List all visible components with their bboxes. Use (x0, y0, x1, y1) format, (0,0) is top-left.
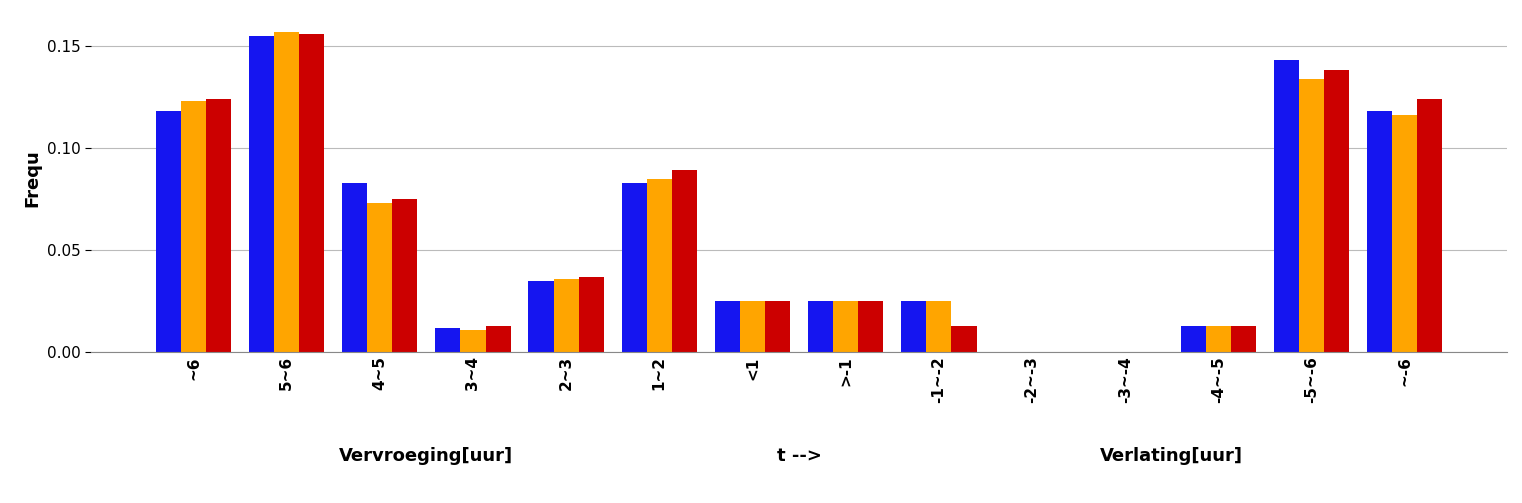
Bar (901, 301, 927, 352)
Bar (951, 325, 977, 352)
Bar (833, 301, 858, 352)
Bar (766, 301, 790, 352)
Bar (858, 301, 883, 352)
Bar (927, 301, 951, 352)
Bar (1367, 111, 1393, 352)
Bar (155, 111, 181, 352)
Bar (1324, 70, 1350, 352)
Bar (647, 179, 671, 352)
Bar (1393, 115, 1417, 352)
Bar (1231, 325, 1256, 352)
Bar (621, 183, 647, 352)
Bar (740, 301, 766, 352)
Bar (342, 183, 367, 352)
Bar (274, 32, 300, 352)
Bar (554, 279, 578, 352)
Bar (205, 99, 231, 352)
Bar (435, 327, 460, 352)
Bar (671, 171, 697, 352)
Text: Vervroeging[uur]: Vervroeging[uur] (339, 447, 513, 465)
Bar (528, 281, 554, 352)
Bar (367, 203, 393, 352)
Bar (808, 301, 833, 352)
Bar (248, 36, 274, 352)
Text: Verlating[uur]: Verlating[uur] (1100, 447, 1243, 465)
Bar (1298, 78, 1324, 352)
Bar (300, 34, 324, 352)
Bar (715, 301, 740, 352)
Text: t -->: t --> (776, 447, 822, 465)
Bar (578, 277, 604, 352)
Y-axis label: Frequ: Frequ (24, 150, 41, 207)
Bar (486, 325, 511, 352)
Bar (1181, 325, 1205, 352)
Bar (1274, 60, 1298, 352)
Bar (1417, 99, 1443, 352)
Bar (1205, 325, 1231, 352)
Bar (181, 101, 205, 352)
Bar (393, 199, 417, 352)
Bar (460, 329, 486, 352)
